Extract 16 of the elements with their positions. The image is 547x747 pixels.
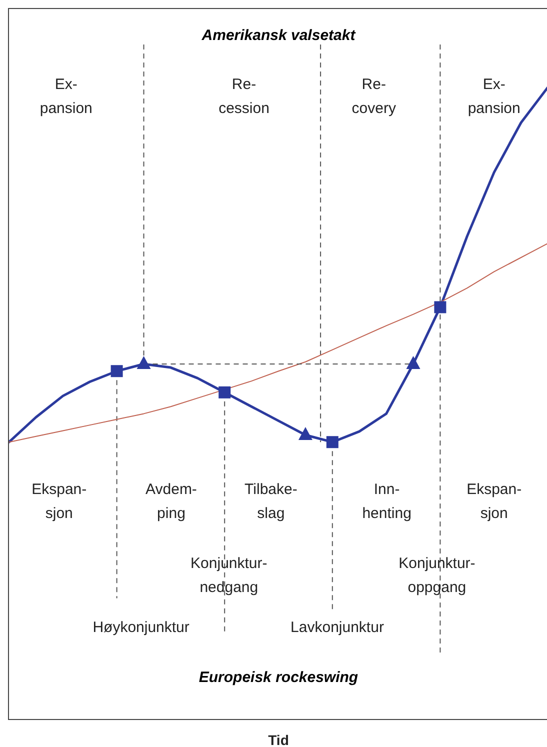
text: Tid <box>268 730 289 747</box>
text: Tilbake- slag <box>244 480 298 524</box>
annotation: Ex- pansion <box>468 74 520 119</box>
text: Inn- henting <box>362 480 412 524</box>
text: Avdem- ping <box>146 480 197 524</box>
text: Europeisk rockeswing <box>198 669 360 686</box>
annotation: Ex- pansion <box>40 74 92 119</box>
annotation: Re- cession <box>218 74 270 119</box>
chart-title: Amerikansk valsetakt <box>200 27 357 44</box>
text: Konjunktur- nedgang <box>190 554 268 598</box>
annotation: Re- covery <box>352 74 396 119</box>
text: Ekspan- sjon <box>466 480 522 524</box>
text: Konjunktur- oppgang <box>398 554 476 598</box>
text: Høykonjunktur <box>92 618 190 638</box>
text: Ekspan- sjon <box>32 480 87 524</box>
text: Lavkonjunktur <box>290 618 384 638</box>
